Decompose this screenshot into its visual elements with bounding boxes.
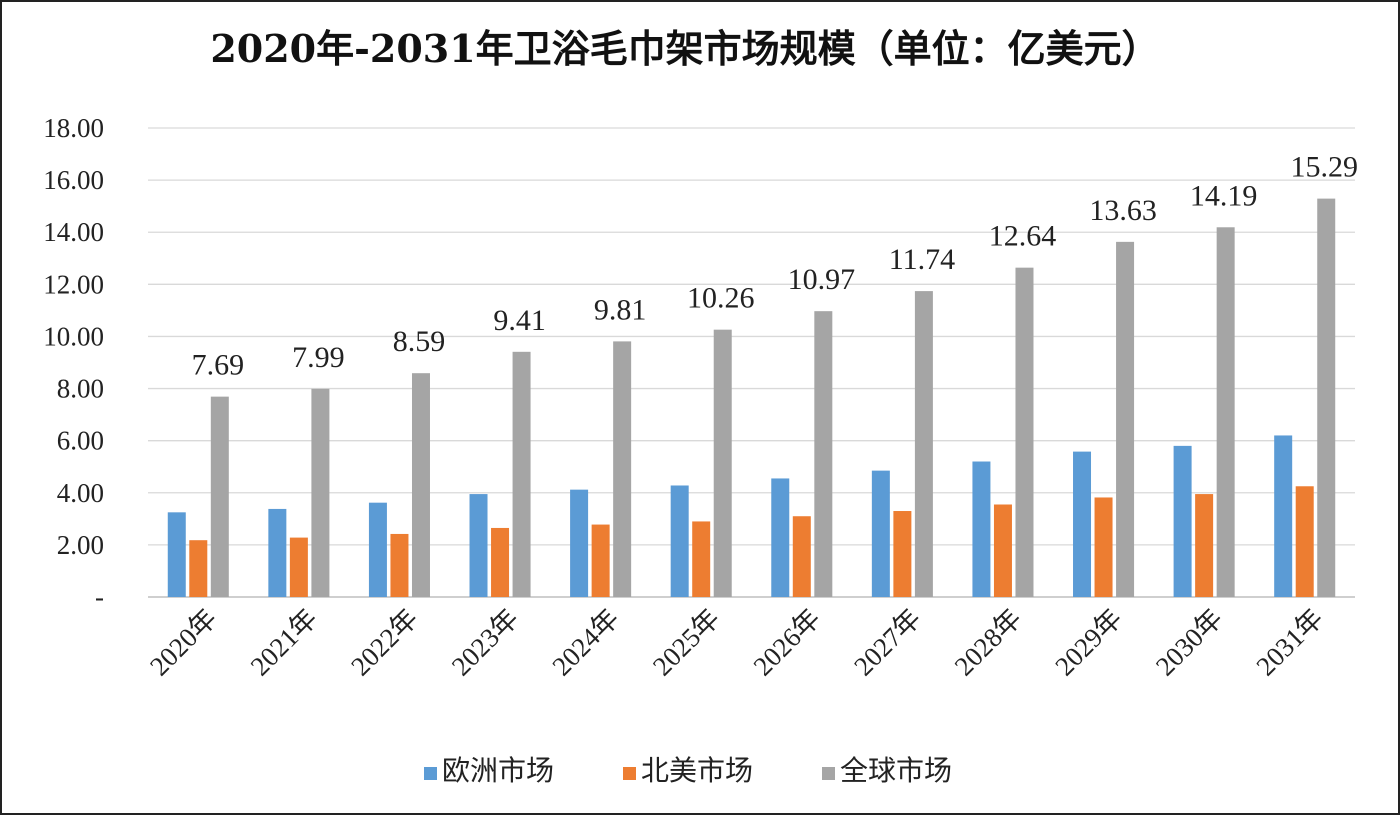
x-tick-label: 2021年 xyxy=(245,603,323,681)
bar-north-america xyxy=(1195,494,1214,597)
bar-north-america xyxy=(1094,497,1113,597)
y-tick-label: 6.00 xyxy=(57,426,104,456)
data-label: 9.81 xyxy=(594,293,647,326)
bar-europe xyxy=(570,489,589,597)
data-label: 9.41 xyxy=(493,304,546,337)
bar-north-america xyxy=(792,516,811,597)
legend-label: 全球市场 xyxy=(840,754,952,787)
data-label: 8.59 xyxy=(393,325,446,358)
x-tick-label: 2022年 xyxy=(345,603,423,681)
bar-europe xyxy=(871,470,890,597)
x-tick-label: 2028年 xyxy=(949,603,1027,681)
x-tick-label: 2020年 xyxy=(144,603,222,681)
legend-swatch-north-america xyxy=(623,767,636,780)
bar-north-america xyxy=(390,533,409,597)
bar-europe xyxy=(268,508,287,597)
bar-europe xyxy=(1274,435,1293,597)
chart-title: 2020年-2031年卫浴毛巾架市场规模（单位：亿美元） xyxy=(210,26,1159,71)
bar-europe xyxy=(1173,445,1192,597)
bar-north-america xyxy=(591,524,610,597)
y-tick-label: 16.00 xyxy=(43,165,104,195)
bar-global xyxy=(512,351,531,597)
y-tick-label: 12.00 xyxy=(43,269,104,299)
x-tick-label: 2024年 xyxy=(546,603,624,681)
x-tick-label: 2026年 xyxy=(748,603,826,681)
y-tick-label: 2.00 xyxy=(57,530,104,560)
x-axis-ticks: 2020年 2021年 2022年 2023年 2024年 2025年 2026年 2027年… xyxy=(144,603,1329,681)
bar-global xyxy=(1216,227,1235,597)
bar-global xyxy=(311,388,330,597)
data-labels: 7.69 7.99 8.59 9.41 9.81 10.26 10.97 11.74 12.64… xyxy=(192,151,1358,382)
y-tick-label: 14.00 xyxy=(43,217,104,247)
bar-europe xyxy=(368,502,387,597)
x-tick-label: 2027年 xyxy=(848,603,926,681)
bar-europe xyxy=(1073,451,1092,597)
bar-north-america xyxy=(692,521,711,597)
bar-north-america xyxy=(993,504,1012,597)
data-label: 7.99 xyxy=(292,341,345,374)
y-tick-label: 10.00 xyxy=(43,321,104,351)
bar-north-america xyxy=(1295,486,1314,597)
data-label: 12.64 xyxy=(989,220,1057,253)
bars xyxy=(167,198,1336,598)
data-label: 7.69 xyxy=(192,349,245,382)
data-label: 10.26 xyxy=(687,282,755,315)
x-tick-label: 2025年 xyxy=(647,603,725,681)
y-tick-label: 4.00 xyxy=(57,478,104,508)
bar-europe xyxy=(972,461,991,597)
bar-europe xyxy=(771,478,790,597)
bar-north-america xyxy=(289,537,308,597)
bar-north-america xyxy=(189,540,208,597)
grid-lines xyxy=(148,127,1355,598)
y-tick-label: 8.00 xyxy=(57,374,104,404)
bar-global xyxy=(814,311,833,597)
y-axis-ticks: - 2.00 4.00 6.00 8.00 10.00 12.00 14.00 16.00 18.… xyxy=(43,113,104,612)
bar-global xyxy=(210,396,229,597)
legend-label: 北美市场 xyxy=(641,754,753,787)
bar-europe xyxy=(469,494,488,597)
bar-global xyxy=(1317,198,1336,598)
bar-global xyxy=(1015,267,1034,597)
bar-europe xyxy=(670,485,689,597)
data-label: 13.63 xyxy=(1089,194,1157,227)
data-label: 11.74 xyxy=(889,243,955,276)
data-label: 10.97 xyxy=(788,263,856,296)
x-tick-label: 2031年 xyxy=(1250,603,1328,681)
y-tick-label: 18.00 xyxy=(43,113,104,143)
legend-swatch-global xyxy=(822,767,835,780)
bar-global xyxy=(914,291,933,597)
data-label: 14.19 xyxy=(1190,179,1258,212)
bar-europe xyxy=(167,512,186,597)
bar-global xyxy=(411,373,430,597)
x-tick-label: 2023年 xyxy=(446,603,524,681)
legend: 欧洲市场 北美市场 全球市场 xyxy=(424,754,952,787)
bar-global xyxy=(613,341,632,597)
y-tick-label: - xyxy=(95,582,104,612)
data-label: 15.29 xyxy=(1290,151,1358,184)
legend-label: 欧洲市场 xyxy=(442,754,554,787)
bar-north-america xyxy=(893,511,912,597)
bar-north-america xyxy=(491,527,510,597)
bar-global xyxy=(713,329,732,597)
bar-global xyxy=(1116,241,1135,597)
legend-swatch-europe xyxy=(424,767,437,780)
x-tick-label: 2030年 xyxy=(1150,603,1228,681)
x-tick-label: 2029年 xyxy=(1049,603,1127,681)
